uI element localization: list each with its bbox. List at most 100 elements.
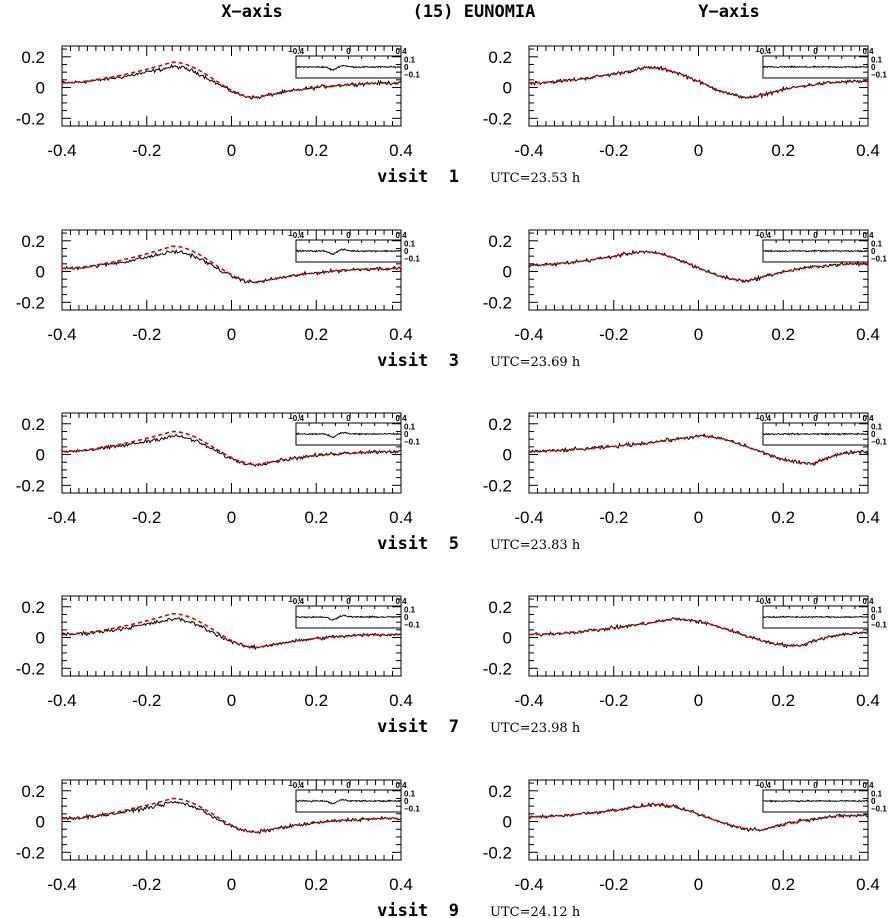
visit5-y-xtick-label: 0.2	[771, 875, 795, 894]
visit-label: visit 3	[377, 351, 459, 371]
visit3-y-residual-curve	[763, 432, 869, 436]
visit2-x-ytick-label: 0.2	[21, 232, 45, 251]
visit2-y-frame	[528, 229, 869, 311]
visit5-y-ytick-label: -0.2	[483, 843, 512, 862]
utc-label: UTC=24.12 h	[490, 905, 581, 918]
visit5-y-ytick-label: 0.2	[488, 782, 512, 801]
y-axis-header: Y−axis	[698, 2, 759, 22]
visit3-y-ytick-label: -0.2	[483, 476, 512, 495]
visit5-x-inset-xtick-label: −0.4	[288, 781, 304, 790]
visit1-y-inset-xtick-label: −0.4	[755, 47, 771, 56]
visit5-y-inset-ytick-label: 0.1	[871, 790, 883, 799]
visit4-x-model-curve	[61, 612, 401, 649]
visit4-y-xtick-label: -0.4	[514, 691, 543, 710]
visit-label: visit 9	[377, 901, 459, 918]
x-axis-header: X−axis	[221, 2, 282, 22]
visit5-x-observed-curve	[61, 800, 402, 835]
visit1-x-xtick-label: -0.2	[132, 141, 161, 160]
visit1-y-model-curve	[529, 66, 868, 99]
visit3-x-ytick-label: 0.2	[21, 415, 45, 434]
visit5-x-inset-ytick-label: −0.1	[404, 804, 420, 813]
visit1-y-ytick-label: 0.2	[488, 48, 512, 67]
visit4-y-inset-ytick-label: −0.1	[871, 620, 887, 629]
visit1-y-xtick-label: 0	[694, 141, 703, 160]
visit1-x-inset-ytick-label: −0.1	[404, 70, 420, 79]
visit3-x-frame	[61, 412, 402, 494]
visit5-x-xtick-label: 0.2	[304, 875, 328, 894]
visit5-y-inset-ytick-label: 0	[871, 797, 876, 806]
visit5-x-ytick-label: -0.2	[16, 843, 45, 862]
visit4-y-model-curve	[528, 618, 868, 647]
visit1-y-inset-ytick-label: −0.1	[871, 70, 887, 79]
visit5-y-xtick-label: 0	[694, 875, 703, 894]
visit3-x-xtick-label: 0	[227, 508, 236, 527]
visit4-x-xtick-label: 0.4	[389, 691, 413, 710]
visit1-x-inset-ytick-label: 0	[404, 63, 409, 72]
visit5-y-xtick-label: -0.2	[599, 875, 628, 894]
visit5-x-xtick-label: -0.2	[132, 875, 161, 894]
visit2-x-inset-ytick-label: 0.1	[404, 240, 416, 249]
visit3-y-frame	[528, 412, 869, 494]
visit1-x-inset-xtick-label: −0.4	[288, 47, 304, 56]
visit1-y-ytick-label: 0	[503, 79, 512, 98]
visit3-x-inset-xtick-label: −0.4	[288, 414, 304, 423]
visit3-x-xtick-label: 0.4	[389, 508, 413, 527]
visit2-y-xtick-label: 0.4	[856, 325, 880, 344]
visit4-y-xtick-label: 0.2	[771, 691, 795, 710]
visit1-x-xtick-label: 0.4	[389, 141, 413, 160]
visit3-y-ytick-label: 0	[503, 446, 512, 465]
visit4-y-inset-ytick-label: 0.1	[871, 606, 883, 615]
visit5-y-xtick-label: 0.4	[856, 875, 880, 894]
visit5-y-inset-xtick-label: 0.4	[862, 781, 874, 790]
visit2-x-inset-xtick-label: 0.4	[395, 231, 407, 240]
visit4-x-xtick-label: 0	[227, 691, 236, 710]
visit1-y-inset-ytick-label: 0.1	[871, 56, 883, 65]
utc-label: UTC=23.83 h	[490, 538, 581, 553]
visit2-y-inset-xtick-label: −0.4	[755, 231, 771, 240]
visit1-x-xtick-label: 0	[227, 141, 236, 160]
visit1-y-xtick-label: -0.4	[514, 141, 543, 160]
visit5-y-xtick-label: -0.4	[514, 875, 543, 894]
visit3-x-observed-curve	[61, 433, 402, 467]
visit3-x-inset-ytick-label: −0.1	[404, 437, 420, 446]
visit1-x-frame	[61, 45, 402, 127]
visit4-x-ytick-label: -0.2	[16, 659, 45, 678]
visit5-y-inset-ytick-label: −0.1	[871, 804, 887, 813]
visit3-x-inset-xtick-label: 0	[346, 414, 351, 423]
visit2-y-ytick-label: -0.2	[483, 293, 512, 312]
visit5-x-inset-xtick-label: 0.4	[395, 781, 407, 790]
visit1-x-xtick-label: 0.2	[304, 141, 328, 160]
visit3-x-ytick-label: -0.2	[16, 476, 45, 495]
utc-label: UTC=23.69 h	[490, 355, 581, 370]
visit3-y-inset-xtick-label: 0	[813, 414, 818, 423]
visit1-x-xtick-label: -0.4	[47, 141, 76, 160]
visit2-y-xtick-label: 0.2	[771, 325, 795, 344]
visit3-y-inset-xtick-label: −0.4	[755, 414, 771, 423]
visit2-x-xtick-label: 0.2	[304, 325, 328, 344]
visit2-y-inset-xtick-label: 0	[813, 231, 818, 240]
visit2-y-inset-ytick-label: −0.1	[871, 254, 887, 263]
visit4-x-inset-xtick-label: 0	[346, 597, 351, 606]
visit3-x-residual-curve	[295, 431, 402, 439]
visit2-x-ytick-label: -0.2	[16, 293, 45, 312]
visit3-y-inset-ytick-label: 0.1	[871, 423, 883, 432]
visit5-y-model-curve	[529, 803, 868, 831]
visit5-x-xtick-label: 0	[227, 875, 236, 894]
visit1-x-model-curve	[62, 61, 401, 99]
visit4-y-ytick-label: 0.2	[488, 598, 512, 617]
visit1-y-xtick-label: 0.4	[856, 141, 880, 160]
utc-label: UTC=23.98 h	[490, 721, 581, 736]
visit2-x-xtick-label: 0.4	[389, 325, 413, 344]
visit3-x-inset-xtick-label: 0.4	[395, 414, 407, 423]
visit4-x-inset-ytick-label: 0	[404, 613, 409, 622]
visit1-x-ytick-label: 0	[36, 79, 45, 98]
visit5-x-ytick-label: 0	[36, 813, 45, 832]
visit4-y-ytick-label: -0.2	[483, 659, 512, 678]
visit4-y-residual-curve	[762, 615, 869, 619]
visit1-y-ytick-label: -0.2	[483, 109, 512, 128]
visit5-y-residual-curve	[762, 799, 869, 803]
visit-label: visit 5	[377, 534, 459, 554]
visit4-y-frame	[528, 595, 869, 677]
object-name-header: (15) EUNOMIA	[413, 2, 536, 22]
visit1-y-frame	[528, 45, 869, 127]
